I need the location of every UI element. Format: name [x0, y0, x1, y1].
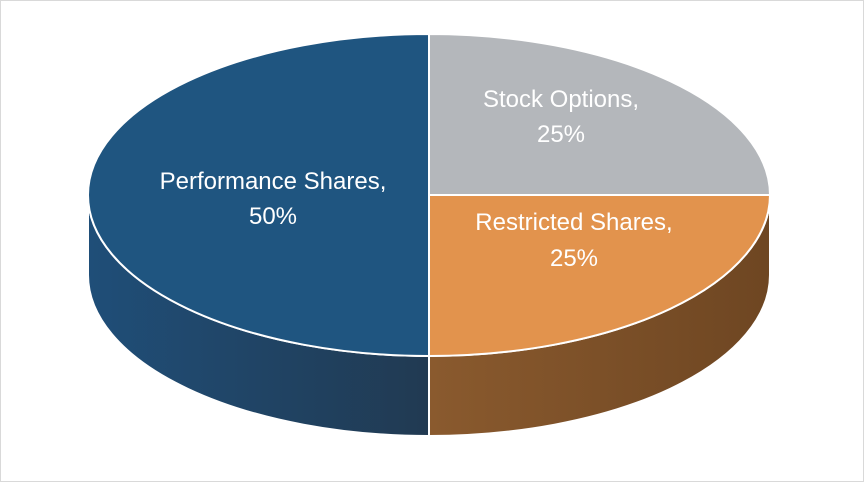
data-label-value: 25% [550, 245, 598, 272]
data-label-name: Stock Options, [483, 86, 639, 113]
pie-top-slices [87, 33, 771, 357]
data-label-name: Performance Shares, [160, 168, 387, 195]
data-label-performance-shares: Performance Shares, 50% [160, 168, 387, 230]
data-label-restricted-shares: Restricted Shares, 25% [475, 209, 672, 272]
pie-labels: Performance Shares,50%Stock Options,25%R… [160, 86, 673, 272]
pie-slice-performance-shares [87, 33, 430, 357]
data-label-value: 25% [537, 121, 585, 148]
data-label-value: 50% [249, 203, 297, 230]
data-label-name: Restricted Shares, [475, 209, 672, 236]
pie-slice-restricted-shares [428, 194, 771, 357]
data-label-stock-options: Stock Options, 25% [483, 86, 639, 148]
pie-slice-stock-options [428, 33, 771, 196]
